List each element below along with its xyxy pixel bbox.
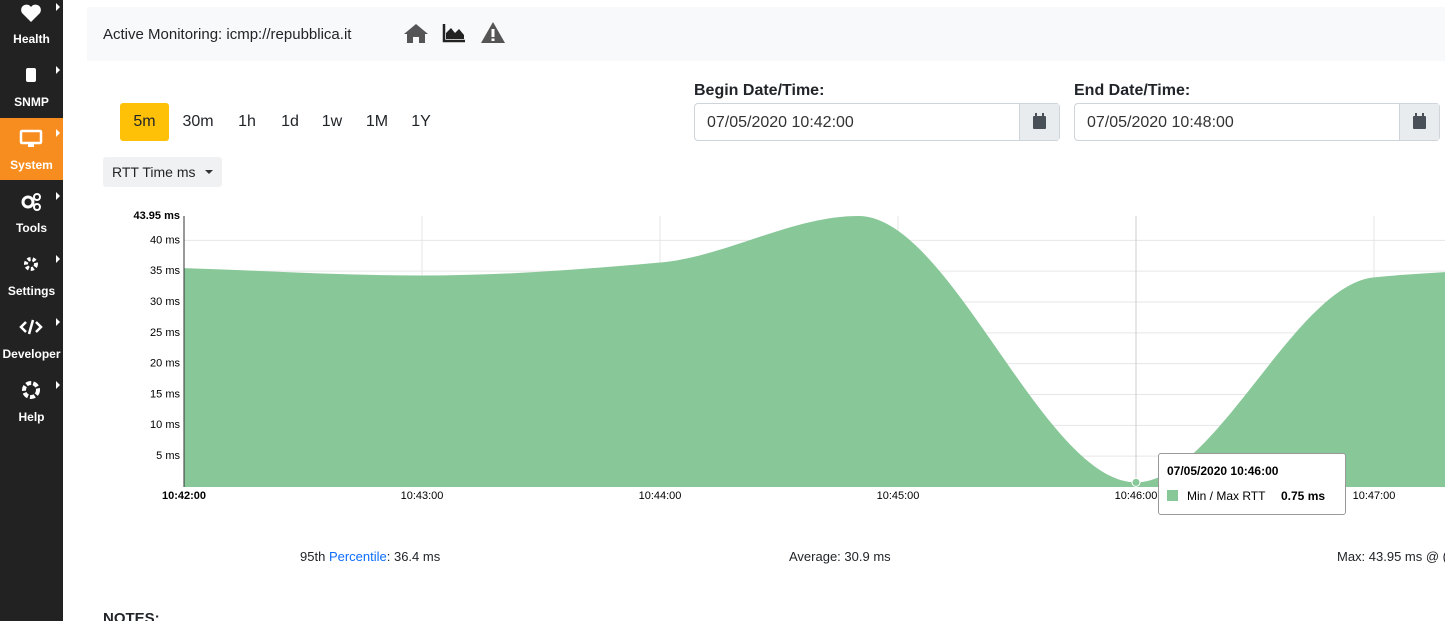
begin-label: Begin Date/Time: — [694, 82, 825, 99]
sidebar-item[interactable]: SNMP — [0, 55, 63, 117]
percentile-stat: 95th Percentile: 36.4 ms — [300, 549, 440, 564]
stat-suffix: : 36.4 ms — [386, 549, 441, 564]
range-button[interactable]: 1w — [321, 113, 343, 130]
metric-dropdown[interactable]: RTT Time ms — [103, 157, 222, 187]
max-stat: Max: 43.95 ms @ ( — [1337, 549, 1445, 564]
sidebar-label: Developer — [2, 347, 61, 361]
stat-prefix: 95th — [300, 549, 326, 564]
notes-heading: NOTES: — [103, 610, 160, 621]
range-button[interactable]: 1Y — [411, 113, 431, 130]
area — [184, 216, 1445, 487]
y-tick-label: 43.95 ms — [134, 210, 180, 222]
sidebar: Health SNMP System Tools Settings Developer He… — [0, 0, 63, 621]
average-stat: Average: 30.9 ms — [789, 549, 891, 564]
sidebar-label: Health — [13, 32, 50, 46]
y-tick-label: 15 ms — [150, 388, 180, 400]
x-tick-label: 10:43:00 — [401, 490, 444, 502]
sidebar-label: SNMP — [14, 95, 49, 109]
sidebar-item[interactable]: Tools — [0, 181, 63, 243]
y-tick-label: 40 ms — [150, 234, 180, 246]
end-value: 07/05/2020 10:48:00 — [1087, 114, 1234, 131]
sidebar-label: Help — [18, 410, 45, 424]
sidebar-item[interactable]: Developer — [0, 307, 63, 369]
y-tick-label: 30 ms — [150, 296, 180, 308]
sidebar-item[interactable]: Settings — [0, 244, 63, 306]
y-tick-label: 25 ms — [150, 327, 180, 339]
hover-point — [1131, 477, 1141, 487]
end-input[interactable]: 07/05/2020 10:48:00 — [1074, 103, 1440, 141]
range-button[interactable]: 1h — [238, 113, 256, 130]
tooltip: 07/05/2020 10:46:00 Min / Max RTT 0.75 m… — [1158, 453, 1346, 515]
home-icon[interactable] — [403, 22, 429, 44]
calendar-button[interactable] — [1399, 104, 1439, 140]
range-button[interactable]: 5m — [120, 103, 169, 141]
x-tick-label: 10:46:00 — [1115, 490, 1158, 502]
sidebar-item[interactable]: Help — [0, 370, 63, 432]
calendar-button[interactable] — [1019, 104, 1059, 140]
x-tick-label: 10:47:00 — [1353, 490, 1396, 502]
sidebar-label: System — [10, 158, 53, 172]
percentile-link[interactable]: Percentile — [328, 549, 387, 564]
sidebar-label: Tools — [15, 221, 48, 235]
range-button[interactable]: 1d — [281, 113, 299, 130]
y-tick-label: 10 ms — [150, 419, 180, 431]
tooltip-label: Min / Max RTT — [1187, 489, 1266, 503]
x-tick-label: 10:42:00 — [162, 490, 206, 502]
chart: 5 ms 10 ms 15 ms 20 ms 25 ms 30 ms 35 ms 40 ms 4… — [134, 210, 1445, 502]
y-tick-label: 35 ms — [150, 265, 180, 277]
alert-icon[interactable] — [480, 21, 506, 45]
chart-icon[interactable] — [442, 23, 466, 43]
begin-value: 07/05/2020 10:42:00 — [707, 114, 854, 131]
metric-label: RTT Time ms — [112, 164, 196, 180]
range-button[interactable]: 30m — [182, 113, 214, 130]
sidebar-item[interactable]: Health — [0, 0, 63, 54]
page-title: Active Monitoring: icmp://repubblica.it — [103, 26, 352, 43]
y-tick-label: 20 ms — [150, 358, 180, 370]
sidebar-item[interactable]: System — [0, 118, 63, 180]
end-label: End Date/Time: — [1074, 82, 1191, 99]
begin-input[interactable]: 07/05/2020 10:42:00 — [694, 103, 1060, 141]
range-button[interactable]: 1M — [365, 113, 389, 130]
x-tick-label: 10:44:00 — [639, 490, 682, 502]
x-tick-label: 10:45:00 — [877, 490, 920, 502]
tooltip-title: 07/05/2020 10:46:00 — [1167, 464, 1279, 478]
header-bar: Active Monitoring: icmp://repubblica.it — [87, 7, 1445, 61]
tooltip-value: 0.75 ms — [1281, 489, 1326, 503]
y-tick-label: 5 ms — [156, 450, 180, 462]
sidebar-label: Settings — [7, 284, 56, 298]
